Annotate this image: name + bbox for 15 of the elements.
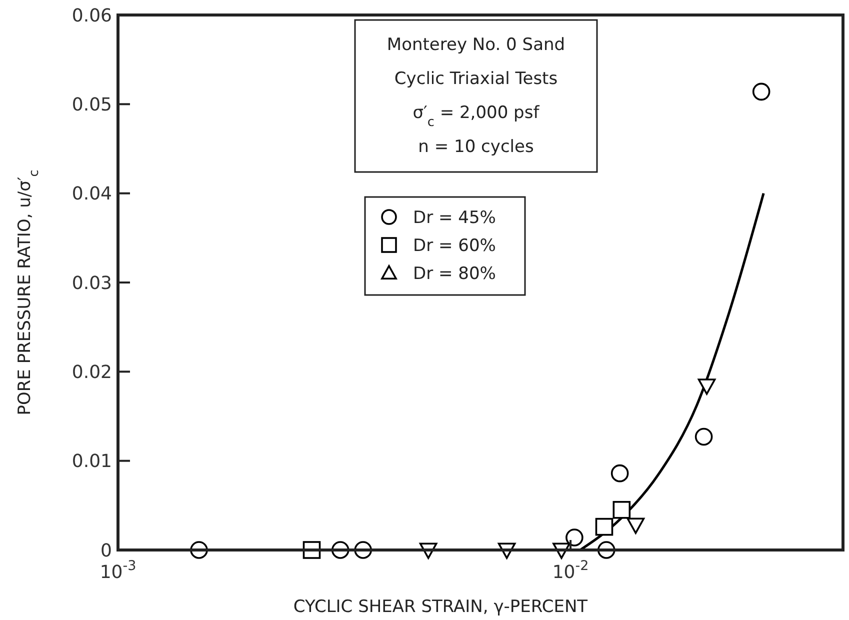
y-tick-label: 0.04 [72, 184, 112, 205]
y-tick-label: 0.05 [72, 94, 112, 116]
annotation: n = 10 cycles [418, 137, 534, 157]
legend-label: Dr = 80% [413, 264, 496, 284]
y-tick-label: 0.01 [72, 451, 112, 472]
legend-label: Dr = 45% [413, 208, 496, 228]
x-axis-title: CYCLIC SHEAR STRAIN, γ-PERCENT [293, 597, 588, 617]
y-tick-label: 0.03 [72, 272, 112, 294]
annotation: Monterey No. 0 Sand [386, 35, 566, 55]
legend-label: Dr = 60% [413, 236, 496, 256]
y-tick-label: 0.02 [72, 362, 112, 383]
annotation: Cyclic Triaxial Tests [394, 69, 558, 89]
y-tick-label: 0.06 [72, 5, 112, 26]
annotation: σ′$_{c}$ = 2,000 psf [412, 103, 540, 130]
x-tick-label: 10$^{-2}$ [552, 558, 589, 583]
